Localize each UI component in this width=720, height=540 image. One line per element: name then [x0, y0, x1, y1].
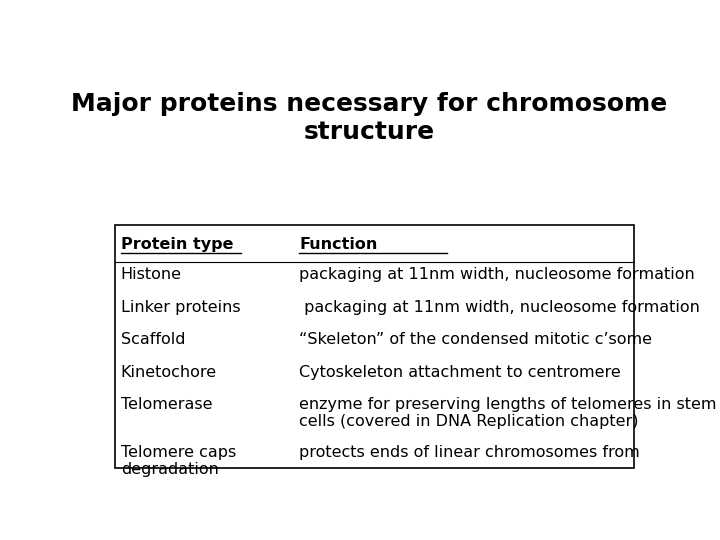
Text: Telomere caps
degradation: Telomere caps degradation [121, 445, 236, 477]
Text: packaging at 11nm width, nucleosome formation: packaging at 11nm width, nucleosome form… [300, 300, 700, 315]
Text: protects ends of linear chromosomes from: protects ends of linear chromosomes from [300, 445, 640, 460]
Text: Histone: Histone [121, 267, 181, 282]
Text: Scaffold: Scaffold [121, 332, 185, 347]
Text: enzyme for preserving lengths of telomeres in stem
cells (covered in DNA Replica: enzyme for preserving lengths of telomer… [300, 397, 716, 429]
Text: Cytoskeleton attachment to centromere: Cytoskeleton attachment to centromere [300, 364, 621, 380]
Text: Major proteins necessary for chromosome
structure: Major proteins necessary for chromosome … [71, 92, 667, 144]
Text: packaging at 11nm width, nucleosome formation: packaging at 11nm width, nucleosome form… [300, 267, 695, 282]
Text: Protein type: Protein type [121, 238, 233, 252]
Text: Function: Function [300, 238, 377, 252]
Text: Linker proteins: Linker proteins [121, 300, 240, 315]
Text: Kinetochore: Kinetochore [121, 364, 217, 380]
Text: Telomerase: Telomerase [121, 397, 212, 412]
Text: “Skeleton” of the condensed mitotic c’some: “Skeleton” of the condensed mitotic c’so… [300, 332, 652, 347]
